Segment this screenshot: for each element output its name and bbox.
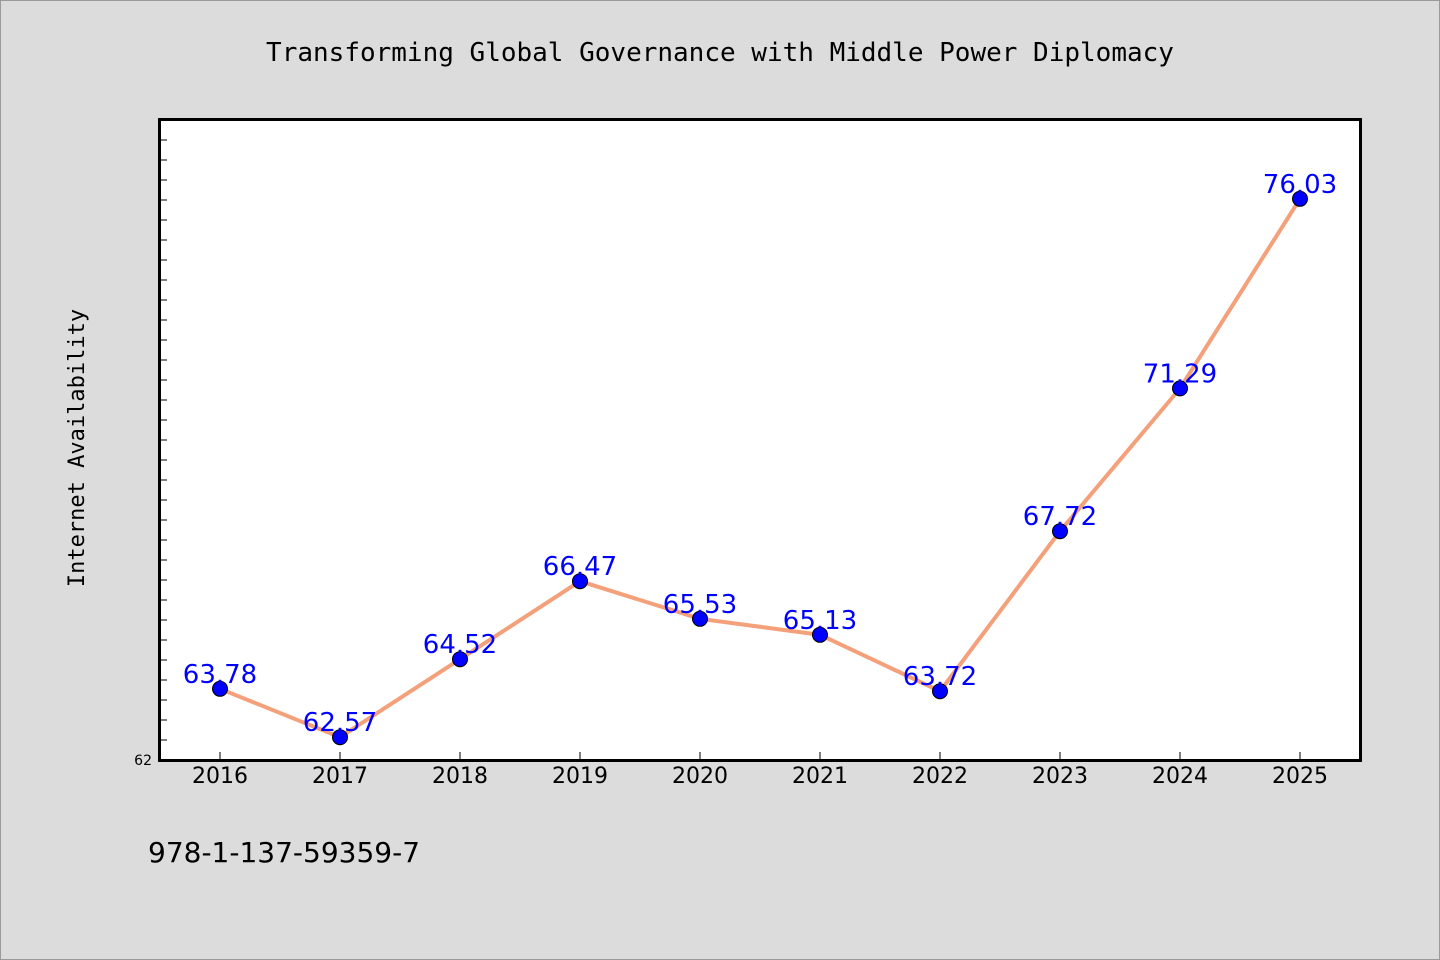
x-tick-label: 2022 xyxy=(912,764,968,789)
y-tick-label: 62 xyxy=(134,753,152,769)
data-point xyxy=(692,610,708,627)
data-label: 66.47 xyxy=(543,552,617,582)
x-tick-label: 2025 xyxy=(1272,764,1328,789)
data-label: 64.52 xyxy=(423,630,497,660)
x-tick-label: 2024 xyxy=(1152,764,1208,789)
x-tick-label: 2019 xyxy=(552,764,608,789)
isbn-footer: 978-1-137-59359-7 xyxy=(148,836,420,869)
data-point xyxy=(572,573,588,590)
data-label: 67.72 xyxy=(1023,502,1097,532)
data-point xyxy=(1052,523,1068,540)
x-tick-label: 2020 xyxy=(672,764,728,789)
data-point xyxy=(212,680,228,697)
data-labels: 63.78 62.57 64.52 66.47 65.53 65.13 63.72 67.72… xyxy=(183,170,1337,738)
data-label: 71.29 xyxy=(1143,359,1217,389)
x-tick-label: 2023 xyxy=(1032,764,1088,789)
data-label: 63.78 xyxy=(183,660,257,690)
data-point xyxy=(932,683,948,700)
data-point xyxy=(812,626,828,643)
data-point xyxy=(1292,190,1308,207)
data-points xyxy=(212,190,1308,746)
data-label: 65.53 xyxy=(663,590,737,620)
chart-title: Transforming Global Governance with Midd… xyxy=(266,38,1174,68)
data-label: 62.57 xyxy=(303,708,377,738)
y-axis-label: Internet Availability xyxy=(65,309,90,587)
y-axis-ticks: 62 xyxy=(134,139,167,769)
data-label: 65.13 xyxy=(783,606,857,636)
data-label: 76.03 xyxy=(1263,170,1337,200)
x-tick-label: 2017 xyxy=(312,764,368,789)
series-line xyxy=(219,197,1302,740)
x-tick-label: 2021 xyxy=(792,764,848,789)
plot-area xyxy=(158,118,1362,762)
x-tick-label: 2018 xyxy=(432,764,488,789)
x-axis-ticks: 2016 2017 2018 2019 2020 2021 2022 2023 2024 2025 xyxy=(192,752,1328,789)
data-point xyxy=(452,651,468,668)
data-point xyxy=(1172,380,1188,397)
x-tick-label: 2016 xyxy=(192,764,248,789)
data-point xyxy=(332,729,348,746)
data-label: 63.72 xyxy=(903,662,977,692)
